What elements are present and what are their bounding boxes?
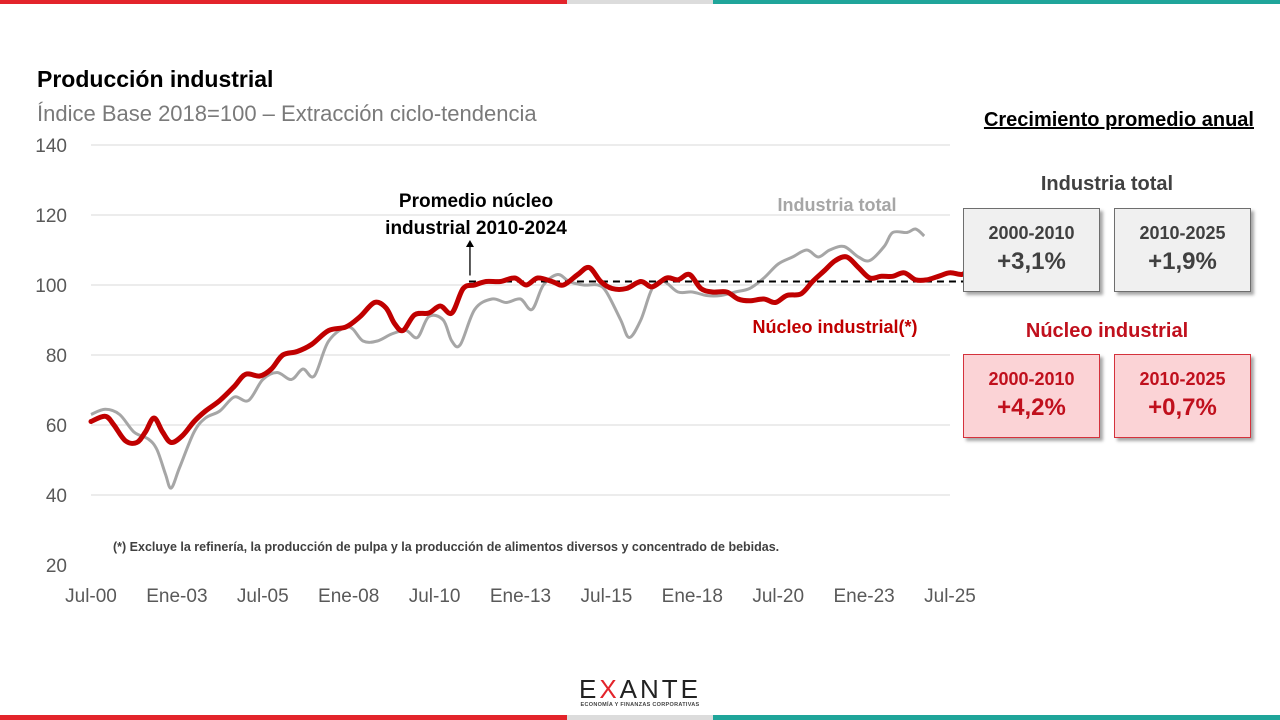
box-value: +0,7% [1148,394,1217,421]
series-label-nucleo-industrial: Núcleo industrial(*) [752,317,917,337]
box-period: 2010-2025 [1139,369,1226,389]
y-tick-label: 20 [46,556,67,577]
x-tick-label: Jul-05 [237,586,289,607]
total-group-label: Industria total [1040,173,1174,195]
x-tick-label: Jul-20 [752,586,804,607]
logo-tagline: ECONOMÍA Y FINANZAS CORPORATIVAS [580,702,700,708]
x-tick-label: Jul-10 [409,586,461,607]
series-line-industria-total [90,227,926,490]
logo-wordmark: EXANTE [578,674,702,704]
y-tick-label: 100 [35,276,67,297]
x-tick-label: Jul-00 [65,586,117,607]
x-tick-label: Ene-08 [318,586,379,607]
x-tick-label: Jul-25 [924,586,976,607]
x-tick-label: Ene-23 [833,586,894,607]
box-value: +1,9% [1148,248,1217,275]
x-tick-label: Jul-15 [581,586,633,607]
y-tick-label: 60 [46,416,67,437]
exante-logo: EXANTE ECONOMÍA Y FINANZAS CORPORATIVAS [555,676,725,708]
chart-title: Producción industrial [37,66,274,92]
box-period: 2010-2025 [1139,223,1226,243]
reference-label-line2: industrial 2010-2024 [385,218,567,239]
bottom-color-bar [0,715,1280,720]
box-period: 2000-2010 [988,223,1075,243]
box-value: +4,2% [997,394,1066,421]
x-tick-label: Ene-18 [662,586,723,607]
total-growth-2000-2010-box: 2000-2010 +3,1% [963,208,1100,292]
y-tick-label: 140 [35,136,67,157]
chart-footnote: (*) Excluye la refinería, la producción … [113,540,779,554]
chart-subtitle: Índice Base 2018=100 – Extracción ciclo-… [37,101,537,126]
box-value: +3,1% [997,248,1066,275]
top-color-bar [0,0,1280,4]
core-group-label: Núcleo industrial [1025,320,1189,342]
reference-label-line1: Promedio núcleo [399,191,553,212]
core-growth-2010-2025-box: 2010-2025 +0,7% [1114,354,1251,438]
reference-arrow-head [465,240,474,247]
sidebar-heading: Crecimiento promedio anual [983,109,1254,131]
y-tick-label: 40 [46,486,67,507]
y-tick-label: 120 [35,206,67,227]
box-period: 2000-2010 [988,369,1075,389]
series-line-nucleo-industrial [88,254,970,446]
y-tick-label: 80 [46,346,67,367]
total-growth-2010-2025-box: 2010-2025 +1,9% [1114,208,1251,292]
core-growth-2000-2010-box: 2000-2010 +4,2% [963,354,1100,438]
series-label-industria-total: Industria total [777,195,896,215]
x-tick-label: Ene-03 [146,586,207,607]
x-tick-label: Ene-13 [490,586,551,607]
